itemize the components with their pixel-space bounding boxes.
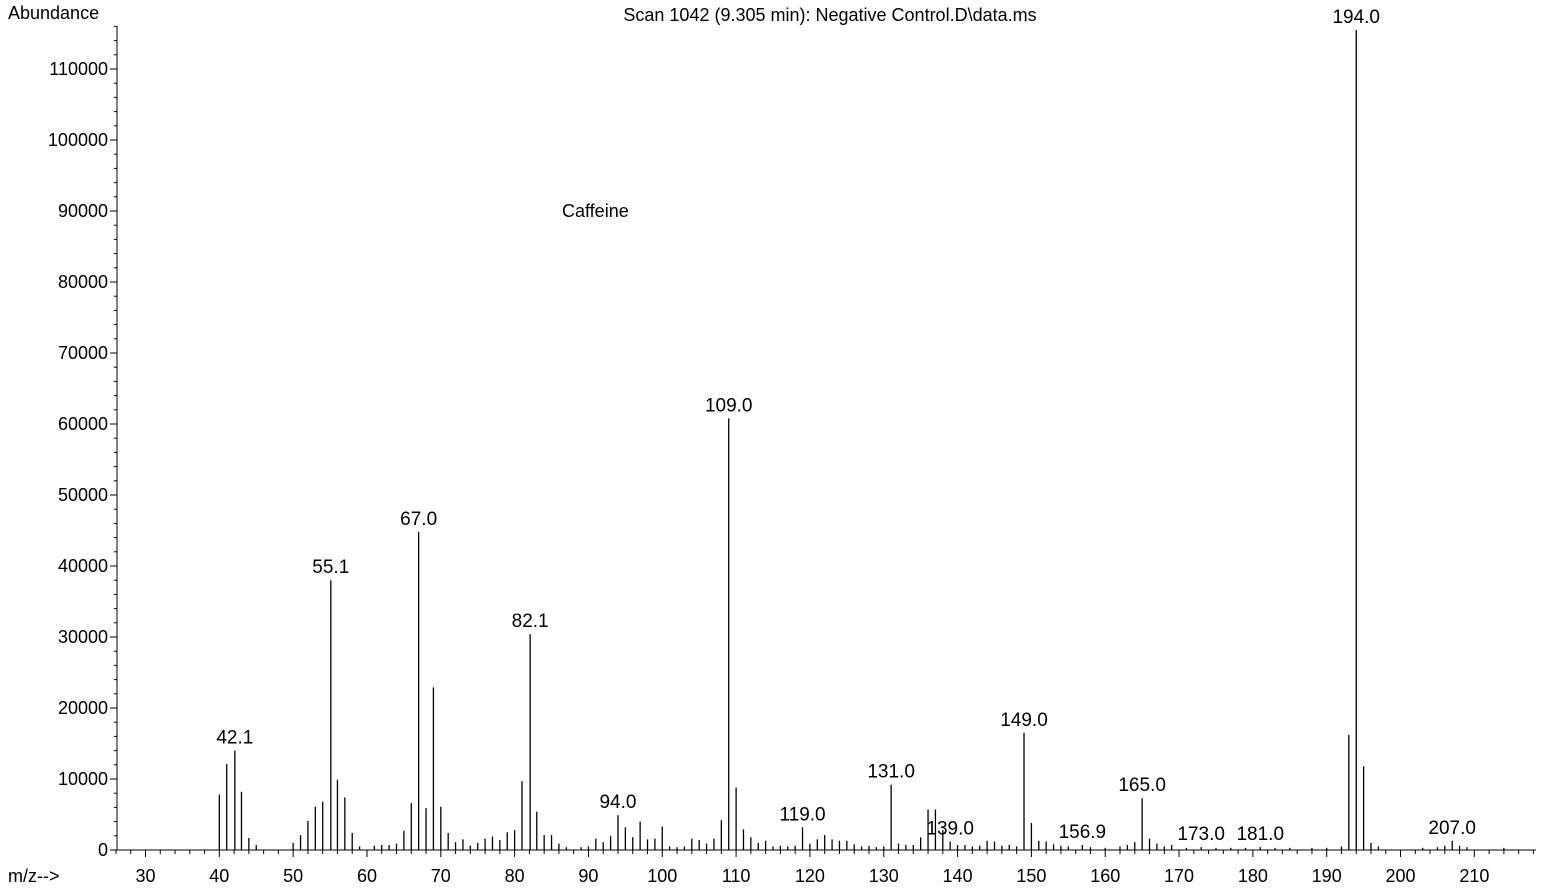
y-tick-label: 0 xyxy=(98,840,108,860)
y-axis-ticks: 0 10000 20000 30000 40000 50000 60000 70000 8000… xyxy=(48,25,117,860)
peak-label: 131.0 xyxy=(867,762,915,783)
x-tick-label: 80 xyxy=(505,866,525,886)
y-tick-label: 20000 xyxy=(58,698,108,718)
y-tick-label: 100000 xyxy=(48,130,108,150)
x-tick-label: 40 xyxy=(209,866,229,886)
peak-label: 181.0 xyxy=(1236,824,1284,845)
x-tick-label: 130 xyxy=(869,866,899,886)
x-tick-label: 180 xyxy=(1238,866,1268,886)
chart-title: Scan 1042 (9.305 min): Negative Control.… xyxy=(623,5,1036,25)
peak-label: 82.1 xyxy=(512,611,549,632)
x-tick-label: 30 xyxy=(135,866,155,886)
peak-label: 42.1 xyxy=(216,728,253,749)
x-tick-label: 120 xyxy=(795,866,825,886)
y-tick-label: 40000 xyxy=(58,556,108,576)
x-tick-label: 50 xyxy=(283,866,303,886)
x-tick-label: 110 xyxy=(722,866,751,886)
y-tick-label: 50000 xyxy=(58,485,108,505)
peak-label: 119.0 xyxy=(779,804,825,825)
peak-label: 139.0 xyxy=(926,818,974,839)
x-axis-title: m/z--> xyxy=(8,866,60,886)
x-tick-label: 90 xyxy=(578,866,598,886)
y-tick-label: 10000 xyxy=(58,769,108,789)
x-tick-label: 100 xyxy=(647,866,677,886)
compound-annotation: Caffeine xyxy=(562,201,629,221)
x-tick-label: 140 xyxy=(943,866,973,886)
peak-label: 194.0 xyxy=(1332,7,1380,28)
x-axis-ticks: 30 40 50 60 70 80 90 100 110 120 130 140 150 160 170 18… xyxy=(115,850,1534,886)
y-tick-label: 30000 xyxy=(58,627,108,647)
x-tick-label: 70 xyxy=(431,866,451,886)
x-tick-label: 190 xyxy=(1312,866,1342,886)
y-tick-label: 60000 xyxy=(58,414,108,434)
peak-label: 149.0 xyxy=(1000,710,1048,731)
y-tick-label: 80000 xyxy=(58,272,108,292)
x-tick-label: 170 xyxy=(1164,866,1194,886)
x-tick-label: 160 xyxy=(1090,866,1120,886)
y-tick-label: 70000 xyxy=(58,343,108,363)
peak-label: 173.0 xyxy=(1177,824,1225,845)
y-tick-label: 110000 xyxy=(49,59,108,79)
peak-labels: 42.1 55.1 67.0 82.1 94.0 109.0 119.0 131.0 139.0… xyxy=(216,7,1476,845)
peak-label: 207.0 xyxy=(1428,818,1476,839)
peak-label: 109.0 xyxy=(705,395,753,416)
peak-label: 55.1 xyxy=(312,557,349,578)
y-tick-label: 90000 xyxy=(58,201,108,221)
peak-label: 156.9 xyxy=(1059,822,1107,843)
x-tick-label: 60 xyxy=(357,866,377,886)
x-tick-label: 200 xyxy=(1386,866,1416,886)
peak-label: 67.0 xyxy=(400,509,437,530)
peak-label: 94.0 xyxy=(599,792,636,813)
x-tick-label: 210 xyxy=(1459,866,1489,886)
spectrum-peaks xyxy=(218,29,1505,850)
x-tick-label: 150 xyxy=(1016,866,1046,886)
y-axis-title: Abundance xyxy=(8,3,99,23)
peak-label: 165.0 xyxy=(1118,775,1166,796)
